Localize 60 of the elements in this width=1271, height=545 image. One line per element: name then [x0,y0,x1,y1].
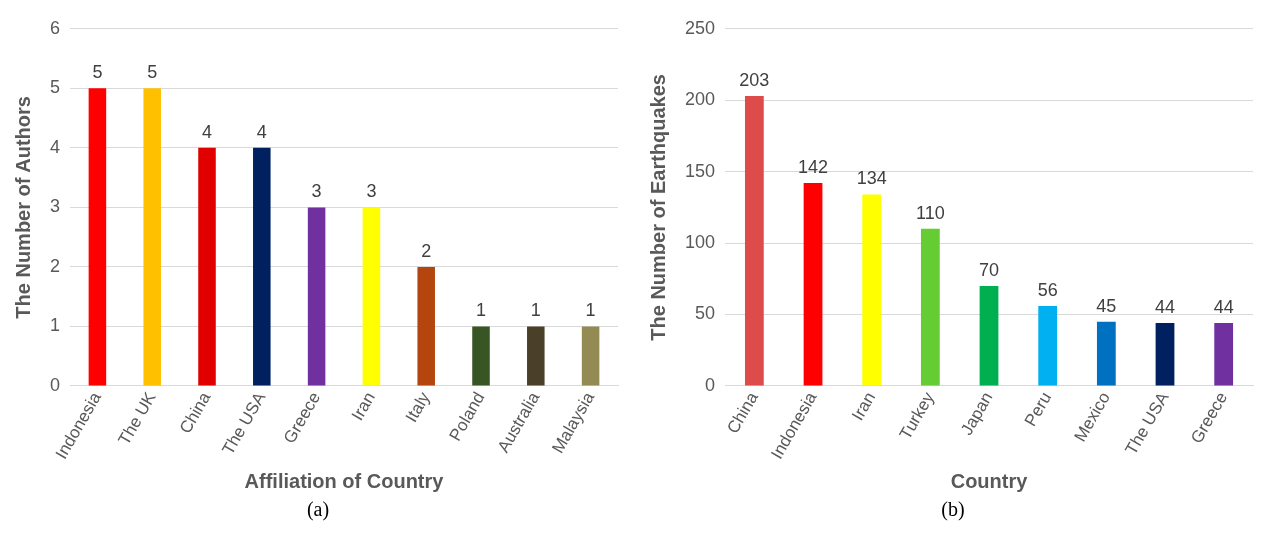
data-label: 134 [856,168,887,189]
y-tick-label: 150 [684,160,716,181]
bar [803,183,823,386]
x-axis-title: Country [950,469,1029,492]
data-label: 5 [92,62,103,83]
y-tick-label: 0 [50,374,61,395]
data-label: 1 [585,300,596,321]
y-tick-label: 6 [50,17,61,38]
y-tick-label: 50 [695,303,716,324]
data-label: 44 [1213,297,1234,318]
bar [198,147,216,386]
bar [581,326,600,386]
y-tick-label: 5 [50,77,61,98]
y-tick-label: 200 [684,89,716,110]
bar [527,326,545,386]
bar [253,147,271,386]
data-label: 5 [147,62,158,83]
text: (b) [940,498,966,521]
bar [307,207,326,386]
data-label: 1 [475,300,487,321]
bar [362,207,381,386]
y-axis-title: The Number of Earthquakes [646,74,669,341]
bar [1038,305,1058,386]
data-label: 56 [1037,279,1058,300]
bar [862,194,882,386]
x-axis-title: Affiliation of Country [244,469,445,492]
bar [143,88,161,386]
bar [920,228,940,386]
data-label: 44 [1154,297,1176,318]
x-tick-label: Iran [848,388,880,424]
data-label: 4 [202,121,213,142]
x-tick-label: Iran [347,388,379,424]
bar [744,95,764,386]
bar [472,326,490,386]
y-tick-label: 2 [50,255,61,276]
y-tick-label: 0 [705,374,716,395]
bar [979,285,999,386]
bar [417,266,435,386]
data-label: 2 [421,240,432,261]
y-tick-label: 250 [684,17,716,38]
y-tick-label: 1 [50,315,61,336]
data-label: 4 [256,121,267,142]
data-label: 45 [1096,295,1117,316]
y-tick-label: 4 [50,136,61,157]
data-label: 3 [311,181,322,202]
text: (a) [305,498,331,521]
bar [88,88,107,386]
data-label: 110 [916,202,945,223]
x-tick-label: The UK [114,388,161,449]
y-tick-label: 3 [50,196,61,217]
data-label: 203 [739,69,770,90]
data-label: 142 [798,157,829,178]
data-label: 3 [366,181,377,202]
bar [1155,323,1175,386]
y-axis-title: The Number of Authors [11,96,34,319]
y-tick-label: 100 [684,232,716,253]
data-label: 70 [979,259,1000,280]
bar [1096,321,1116,386]
data-label: 1 [530,300,541,321]
bar [1214,323,1234,386]
